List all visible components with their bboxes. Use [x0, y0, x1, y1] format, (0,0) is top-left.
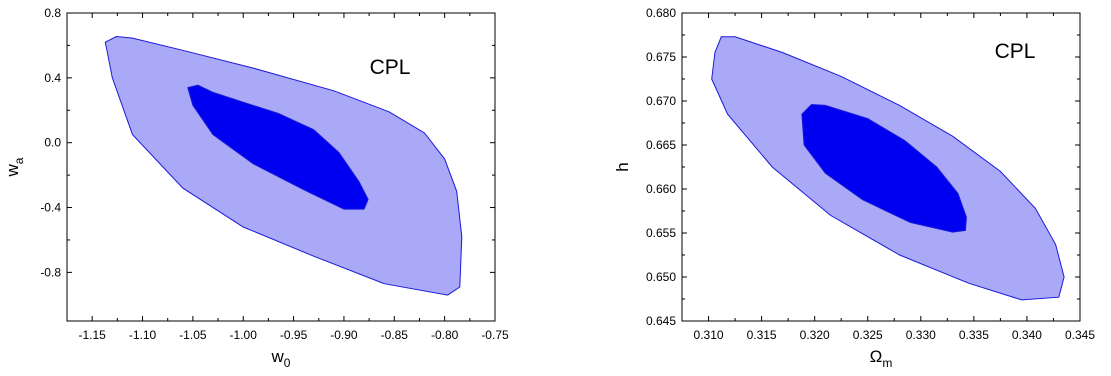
x-tick-label: -0.95 — [280, 328, 308, 342]
x-tick-label: -1.10 — [129, 328, 157, 342]
x-tick-label: 0.315 — [747, 328, 777, 342]
chart-panel-1: -1.15 -1.10 -1.05 -1.00 -0.95 -0.90 -0.85 -0.80… — [3, 6, 509, 370]
x-tick-label: 0.335 — [959, 328, 989, 342]
y-axis-title: wa — [3, 157, 26, 177]
y-tick-label: 0.0 — [44, 136, 61, 150]
y-tick-label: 0.665 — [646, 138, 676, 152]
x-tick-label: -0.80 — [431, 328, 459, 342]
y-tick-label: 0.650 — [646, 270, 676, 284]
x-axis-subscript: 0 — [284, 356, 291, 370]
y-axis-title: h — [613, 162, 632, 171]
x-tick-label: 0.325 — [853, 328, 883, 342]
y-tick-label: -0.4 — [40, 201, 61, 215]
x-tick-label: -0.90 — [330, 328, 358, 342]
model-annotation: CPL — [995, 40, 1036, 63]
contour-inner-region — [801, 103, 967, 233]
x-tick-label: -1.15 — [78, 328, 106, 342]
y-tick-label: 0.655 — [646, 226, 676, 240]
y-axis-subscript: a — [12, 157, 26, 164]
x-tick-label: 0.340 — [1012, 328, 1042, 342]
y-tick-label: 0.675 — [646, 50, 676, 64]
x-axis-title: w0 — [271, 347, 291, 370]
x-tick-label: 0.320 — [800, 328, 830, 342]
x-tick-label: 0.330 — [906, 328, 936, 342]
x-axis-subscript: m — [882, 356, 892, 370]
x-tick-label: -1.05 — [179, 328, 207, 342]
y-tick-label: 0.670 — [646, 94, 676, 108]
y-tick-label: 0.680 — [646, 6, 676, 20]
plot-frame — [66, 12, 496, 322]
x-tick-label: -1.00 — [230, 328, 258, 342]
x-axis-title: Ωm — [870, 347, 893, 370]
x-tick-label: -0.85 — [381, 328, 409, 342]
x-tick-label: 0.310 — [694, 328, 724, 342]
y-tick-label: 0.4 — [44, 71, 61, 85]
chart-panel-2: 0.310 0.315 0.320 0.325 0.330 0.335 0.340 0.345… — [613, 6, 1095, 370]
x-tick-label: -0.75 — [481, 328, 509, 342]
x-tick-label: 0.345 — [1065, 328, 1095, 342]
y-tick-label: 0.645 — [646, 314, 676, 328]
y-tick-label: -0.8 — [40, 265, 61, 279]
contour-inner-region — [187, 84, 369, 210]
y-tick-label: 0.8 — [44, 6, 61, 20]
model-annotation: CPL — [370, 56, 411, 79]
y-tick-label: 0.660 — [646, 182, 676, 196]
